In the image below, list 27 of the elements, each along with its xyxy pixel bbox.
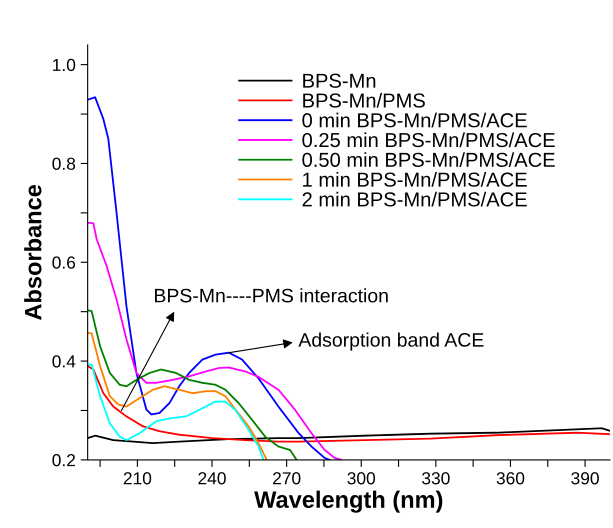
y-tick-label: 0.6 (52, 256, 76, 269)
x-tick-label: 270 (273, 472, 300, 484)
x-tick-label: 330 (422, 472, 450, 484)
annotation: Adsorption band ACE (298, 332, 484, 351)
y-tick-label: 0.4 (52, 355, 76, 368)
x-tick-label: 300 (347, 472, 376, 484)
legend-label: 0.50 min BPS-Mn/PMS/ACE (302, 152, 555, 167)
legend-label: 0 min BPS-Mn/PMS/ACE (302, 112, 527, 128)
annotation: BPS-Mn----PMS interaction (155, 288, 388, 302)
y-tick-label: 1.0 (53, 58, 76, 72)
y-tick-label: 0.2 (52, 454, 75, 466)
line-series (88, 309, 298, 460)
x-tick-label: 210 (124, 472, 152, 484)
legend-label: 0.25 min BPS-Mn/PMS/ACE (302, 132, 555, 148)
line-series (88, 364, 264, 460)
line-series (88, 365, 610, 443)
legend-label: 2 min BPS-Mn/PMS/ACE (302, 192, 527, 207)
legend-label: BPS-Mn (303, 74, 376, 88)
legend-label: BPS-Mn/PMS (303, 92, 425, 108)
x-tick-label: 360 (496, 472, 524, 484)
y-axis-title: Absorbance (24, 184, 42, 320)
y-tick-label: 0.8 (52, 158, 76, 170)
x-tick-label: 390 (571, 472, 599, 484)
x-tick-label: 240 (198, 472, 226, 484)
x-axis-title: Wavelength (nm) (254, 490, 442, 513)
legend-label: 1 min BPS-Mn/PMS/ACE (303, 172, 527, 187)
line-series (88, 332, 268, 460)
